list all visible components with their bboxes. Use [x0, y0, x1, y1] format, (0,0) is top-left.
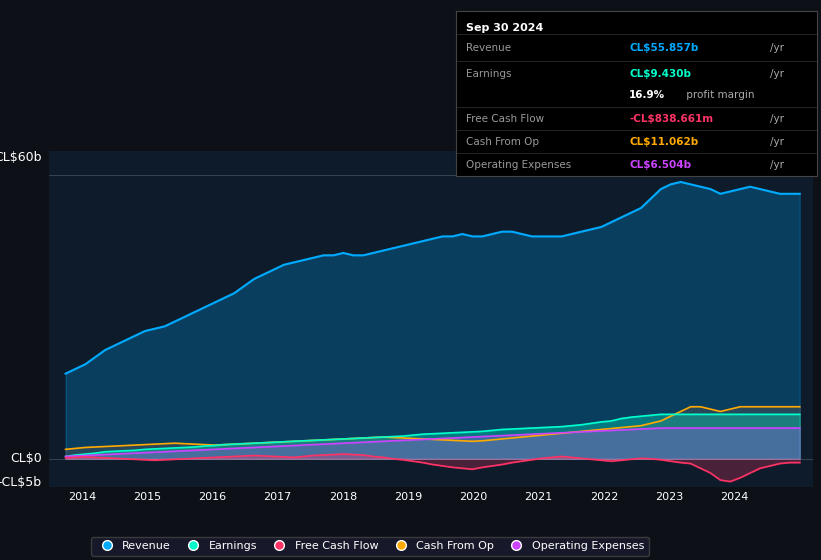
Text: -CL$838.661m: -CL$838.661m	[629, 114, 713, 124]
Text: Sep 30 2024: Sep 30 2024	[466, 23, 544, 33]
Text: Revenue: Revenue	[466, 43, 511, 53]
Text: profit margin: profit margin	[683, 91, 754, 100]
Text: CL$11.062b: CL$11.062b	[629, 137, 699, 147]
Text: 16.9%: 16.9%	[629, 91, 665, 100]
Text: Free Cash Flow: Free Cash Flow	[466, 114, 544, 124]
Text: /yr: /yr	[770, 160, 784, 170]
Text: /yr: /yr	[770, 43, 784, 53]
Text: Cash From Op: Cash From Op	[466, 137, 539, 147]
Text: CL$9.430b: CL$9.430b	[629, 69, 691, 79]
Legend: Revenue, Earnings, Free Cash Flow, Cash From Op, Operating Expenses: Revenue, Earnings, Free Cash Flow, Cash …	[91, 536, 649, 556]
Text: /yr: /yr	[770, 114, 784, 124]
Text: CL$6.504b: CL$6.504b	[629, 160, 691, 170]
Text: -CL$5b: -CL$5b	[0, 476, 42, 489]
Text: CL$60b: CL$60b	[0, 151, 42, 164]
Text: CL$0: CL$0	[10, 452, 42, 465]
Text: CL$55.857b: CL$55.857b	[629, 43, 699, 53]
Text: Earnings: Earnings	[466, 69, 512, 79]
Text: /yr: /yr	[770, 69, 784, 79]
Text: /yr: /yr	[770, 137, 784, 147]
Text: Operating Expenses: Operating Expenses	[466, 160, 571, 170]
